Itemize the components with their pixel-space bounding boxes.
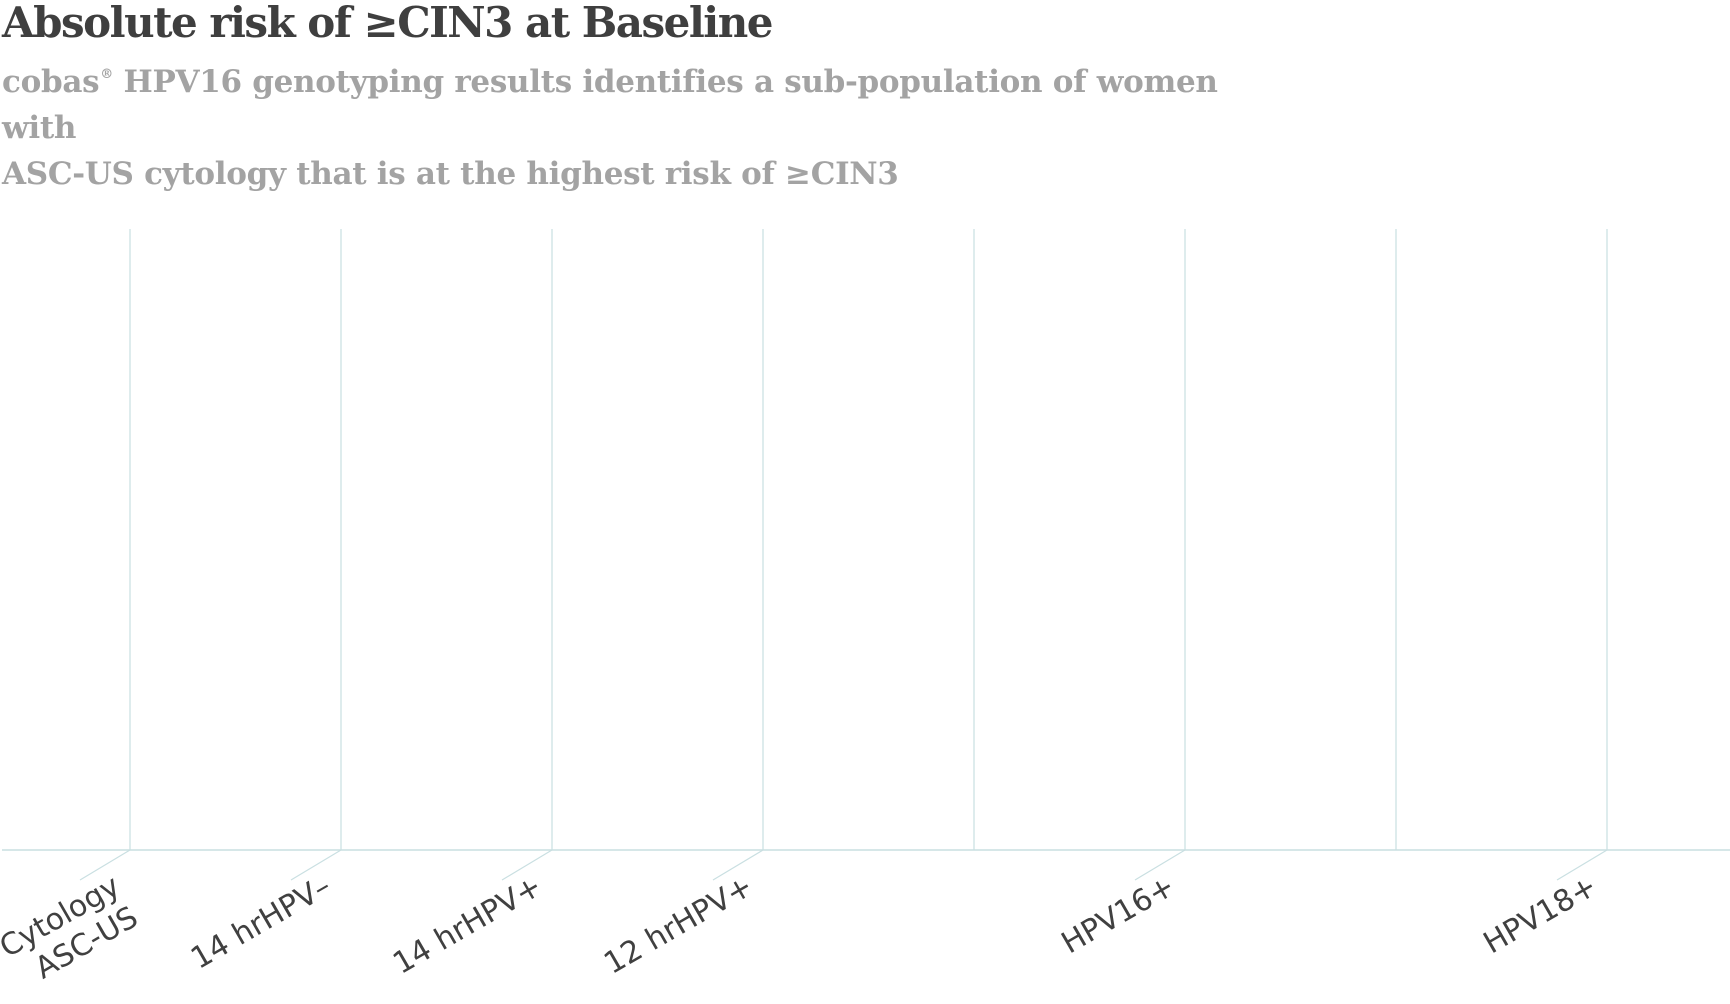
chart-header: Absolute risk of ≥CIN3 at Baseline cobas… [2, 0, 1302, 197]
x-axis-tick [79, 849, 131, 881]
subtitle-line-1: cobas® HPV16 genotyping results identifi… [2, 52, 1302, 151]
x-axis-tick-label: CytologyASC-US [0, 869, 144, 997]
x-axis-tick [1556, 849, 1608, 881]
x-axis-tick [1134, 849, 1186, 881]
x-axis-tick-label: HPV16+ [1056, 869, 1181, 962]
registered-mark: ® [100, 67, 113, 82]
tick-label-line: HPV18+ [1478, 869, 1603, 962]
grid-lines [129, 229, 1608, 850]
tick-label-line: 12 hrHPV+ [598, 869, 759, 982]
tick-label-line: 14 hrHPV+ [387, 869, 548, 982]
x-axis-tick-label: 12 hrHPV+ [598, 869, 759, 982]
subtitle-line-2: ASC-US cytology that is at the highest r… [2, 156, 899, 192]
x-axis-tick-labels: CytologyASC-US 14 hrHPV– 14 hrHPV+ 12 hrHPV… [0, 869, 1603, 997]
x-axis-tick [501, 849, 553, 881]
x-axis-ticks [79, 849, 1608, 881]
chart-title: Absolute risk of ≥CIN3 at Baseline [2, 0, 774, 47]
x-axis-tick-label: 14 hrHPV+ [387, 869, 548, 982]
tick-label-line: HPV16+ [1056, 869, 1181, 962]
subtitle-line-1-text: HPV16 genotyping results identifies a su… [2, 64, 1218, 146]
x-axis-tick-label: 14 hrHPV– [185, 869, 337, 977]
x-axis-tick-label: HPV18+ [1478, 869, 1603, 962]
subtitle-brand: cobas [2, 64, 100, 100]
x-axis-tick [712, 849, 764, 881]
tick-label-line: 14 hrHPV– [185, 869, 337, 977]
x-axis-tick [290, 849, 342, 881]
chart-subtitle: cobas® HPV16 genotyping results identifi… [2, 52, 1302, 197]
